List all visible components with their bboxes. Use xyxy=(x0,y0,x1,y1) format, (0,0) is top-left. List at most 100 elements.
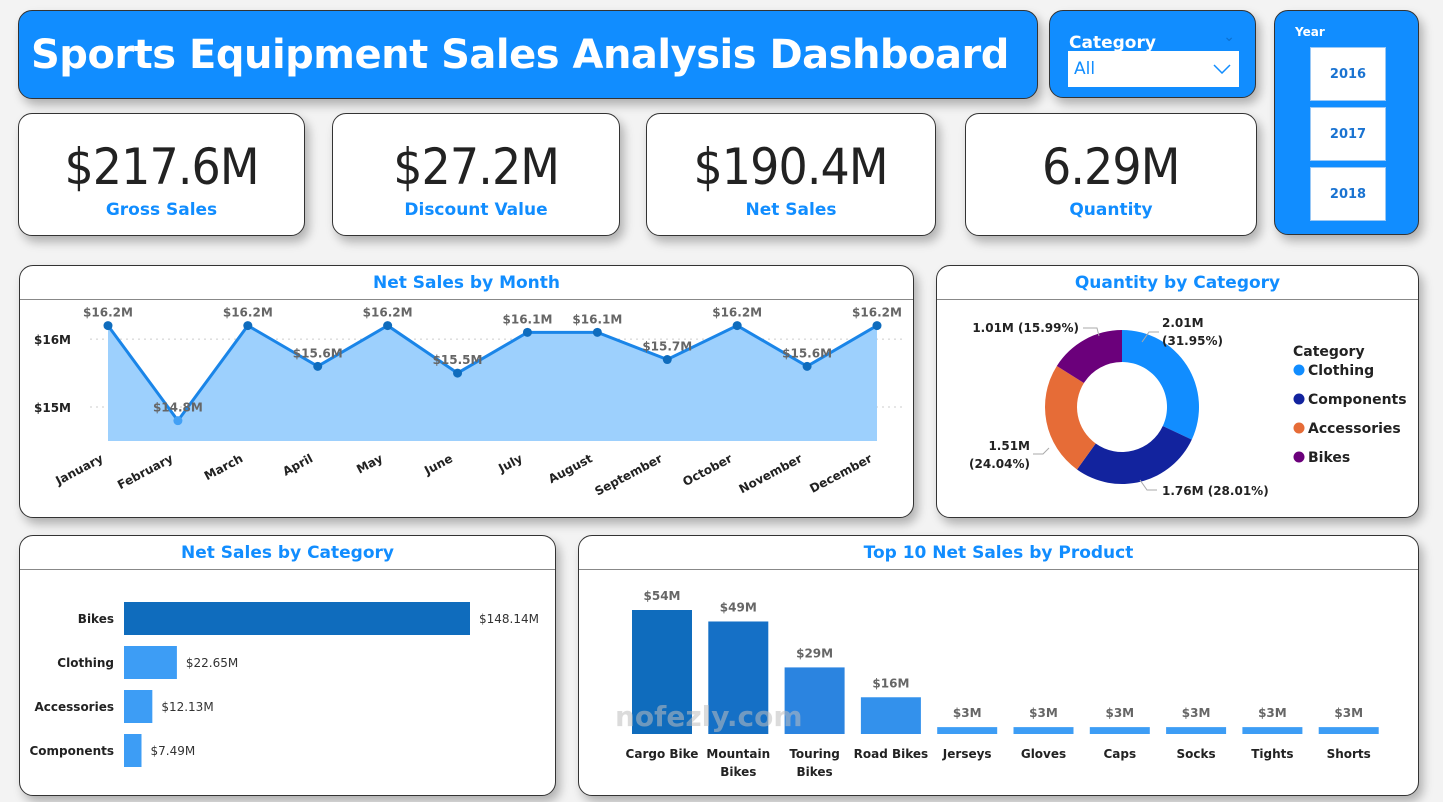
category-label: Components xyxy=(30,744,115,758)
quantity-by-category-chart: 2.01M (31.95%) 1.76M (28.01%) 1.51M (24.04%)… xyxy=(969,316,1407,498)
bar xyxy=(1318,727,1379,734)
x-tick-label: October xyxy=(680,451,734,489)
panel-title: Net Sales by Month xyxy=(20,266,913,300)
net-sales-by-category-panel: Net Sales by Category Bikes $148.14M Cloth… xyxy=(19,535,556,796)
data-label: $16.1M xyxy=(572,312,622,326)
category-label: Tights xyxy=(1251,747,1293,761)
chevron-down-icon xyxy=(1213,64,1231,74)
category-label: Touring xyxy=(789,747,840,761)
legend-label: Clothing xyxy=(1308,363,1374,379)
data-point xyxy=(313,361,323,371)
data-point xyxy=(592,327,602,337)
x-tick-label: November xyxy=(737,451,805,496)
data-label: (24.04%) xyxy=(969,457,1030,471)
data-label: $29M xyxy=(796,646,833,660)
category-label: Clothing xyxy=(57,656,114,670)
category-label: Bikes xyxy=(78,612,114,626)
bar xyxy=(1166,727,1227,734)
year-option-2016[interactable]: 2016 xyxy=(1310,47,1386,101)
data-point xyxy=(243,321,253,331)
bar xyxy=(124,646,177,679)
kpi-value: $27.2M xyxy=(393,138,560,196)
data-label: 1.51M xyxy=(988,439,1030,453)
legend-title: Category xyxy=(1293,344,1365,360)
category-label: Socks xyxy=(1177,747,1216,761)
data-point xyxy=(522,327,532,337)
panel-title: Top 10 Net Sales by Product xyxy=(579,536,1418,570)
collapse-chevron-icon[interactable]: ⌄ xyxy=(1223,29,1235,45)
category-label: Bikes xyxy=(796,765,832,779)
leader-line xyxy=(1083,327,1100,337)
category-slicer-label: Category xyxy=(1069,33,1156,53)
data-label: $15.6M xyxy=(293,346,343,360)
x-tick-label: May xyxy=(354,451,385,476)
data-point xyxy=(173,416,183,426)
data-label: $22.65M xyxy=(186,656,238,670)
bar xyxy=(784,667,845,734)
bar xyxy=(632,610,692,734)
category-label: Bikes xyxy=(720,765,756,779)
category-label: Gloves xyxy=(1021,747,1066,761)
kpi-label: Quantity xyxy=(1069,200,1153,220)
data-label: $14.8M xyxy=(153,401,203,415)
kpi-quantity: 6.29M Quantity xyxy=(965,113,1257,236)
donut-slice xyxy=(1076,426,1192,484)
year-option-2018[interactable]: 2018 xyxy=(1310,167,1386,221)
series-line xyxy=(106,323,878,424)
data-label: $16.2M xyxy=(712,306,762,320)
donut-slice xyxy=(1122,330,1199,440)
x-tick-label: July xyxy=(495,451,525,476)
net-sales-by-month-panel: Net Sales by Month $15M $16M $16.2M January… xyxy=(19,265,914,518)
kpi-net-sales: $190.4M Net Sales xyxy=(646,113,936,236)
data-label: $3M xyxy=(1105,706,1134,720)
legend-marker xyxy=(1293,393,1305,405)
data-label: $3M xyxy=(1182,706,1211,720)
data-label: $16M xyxy=(872,676,909,690)
x-tick-label: April xyxy=(280,451,315,478)
x-tick-label: February xyxy=(115,451,175,492)
legend-marker xyxy=(1293,451,1305,463)
kpi-gross-sales: $217.6M Gross Sales xyxy=(18,113,305,236)
data-label: $12.13M xyxy=(161,700,213,714)
category-label: Caps xyxy=(1103,747,1136,761)
category-label: Accessories xyxy=(35,700,115,714)
legend-marker xyxy=(1293,364,1305,376)
data-label: $3M xyxy=(1029,706,1058,720)
data-label: $15.6M xyxy=(782,346,832,360)
year-option-2017[interactable]: 2017 xyxy=(1310,107,1386,161)
panel-title: Quantity by Category xyxy=(937,266,1418,300)
x-tick-label: June xyxy=(421,451,455,478)
data-label: $16.2M xyxy=(83,306,133,320)
data-label: $3M xyxy=(1258,706,1287,720)
data-label: $148.14M xyxy=(479,612,539,626)
bar xyxy=(1242,727,1303,734)
data-point xyxy=(662,355,672,365)
kpi-value: 6.29M xyxy=(1042,138,1180,196)
kpi-label: Gross Sales xyxy=(105,200,218,220)
top-10-net-sales-chart: $54M Cargo Bike $49M Mountain Bikes $29M Touri… xyxy=(626,589,1379,779)
y-tick-label: $15M xyxy=(34,401,71,415)
category-dropdown-value: All xyxy=(1074,59,1096,79)
category-dropdown[interactable]: All xyxy=(1068,51,1239,87)
bar xyxy=(860,697,921,734)
leader-line xyxy=(1141,331,1159,343)
category-label: Cargo Bike xyxy=(626,747,699,761)
bar xyxy=(1089,727,1150,734)
data-point xyxy=(872,321,882,331)
data-point xyxy=(453,368,463,378)
data-point xyxy=(732,321,742,331)
data-label: $7.49M xyxy=(150,744,195,758)
bar xyxy=(124,690,153,723)
leader-line xyxy=(1033,447,1050,455)
legend-marker xyxy=(1293,422,1305,434)
x-tick-label: January xyxy=(52,451,105,488)
top-10-net-sales-panel: Top 10 Net Sales by Product $54M Cargo Bi… xyxy=(578,535,1419,796)
kpi-value: $190.4M xyxy=(693,138,889,196)
data-label: $15.5M xyxy=(433,353,483,367)
page-title: Sports Equipment Sales Analysis Dashboar… xyxy=(31,31,1009,78)
data-label: $54M xyxy=(644,589,681,603)
data-label: $3M xyxy=(953,706,982,720)
data-label: $16.2M xyxy=(223,306,273,320)
category-label: Mountain xyxy=(706,747,770,761)
category-label: Road Bikes xyxy=(854,747,929,761)
